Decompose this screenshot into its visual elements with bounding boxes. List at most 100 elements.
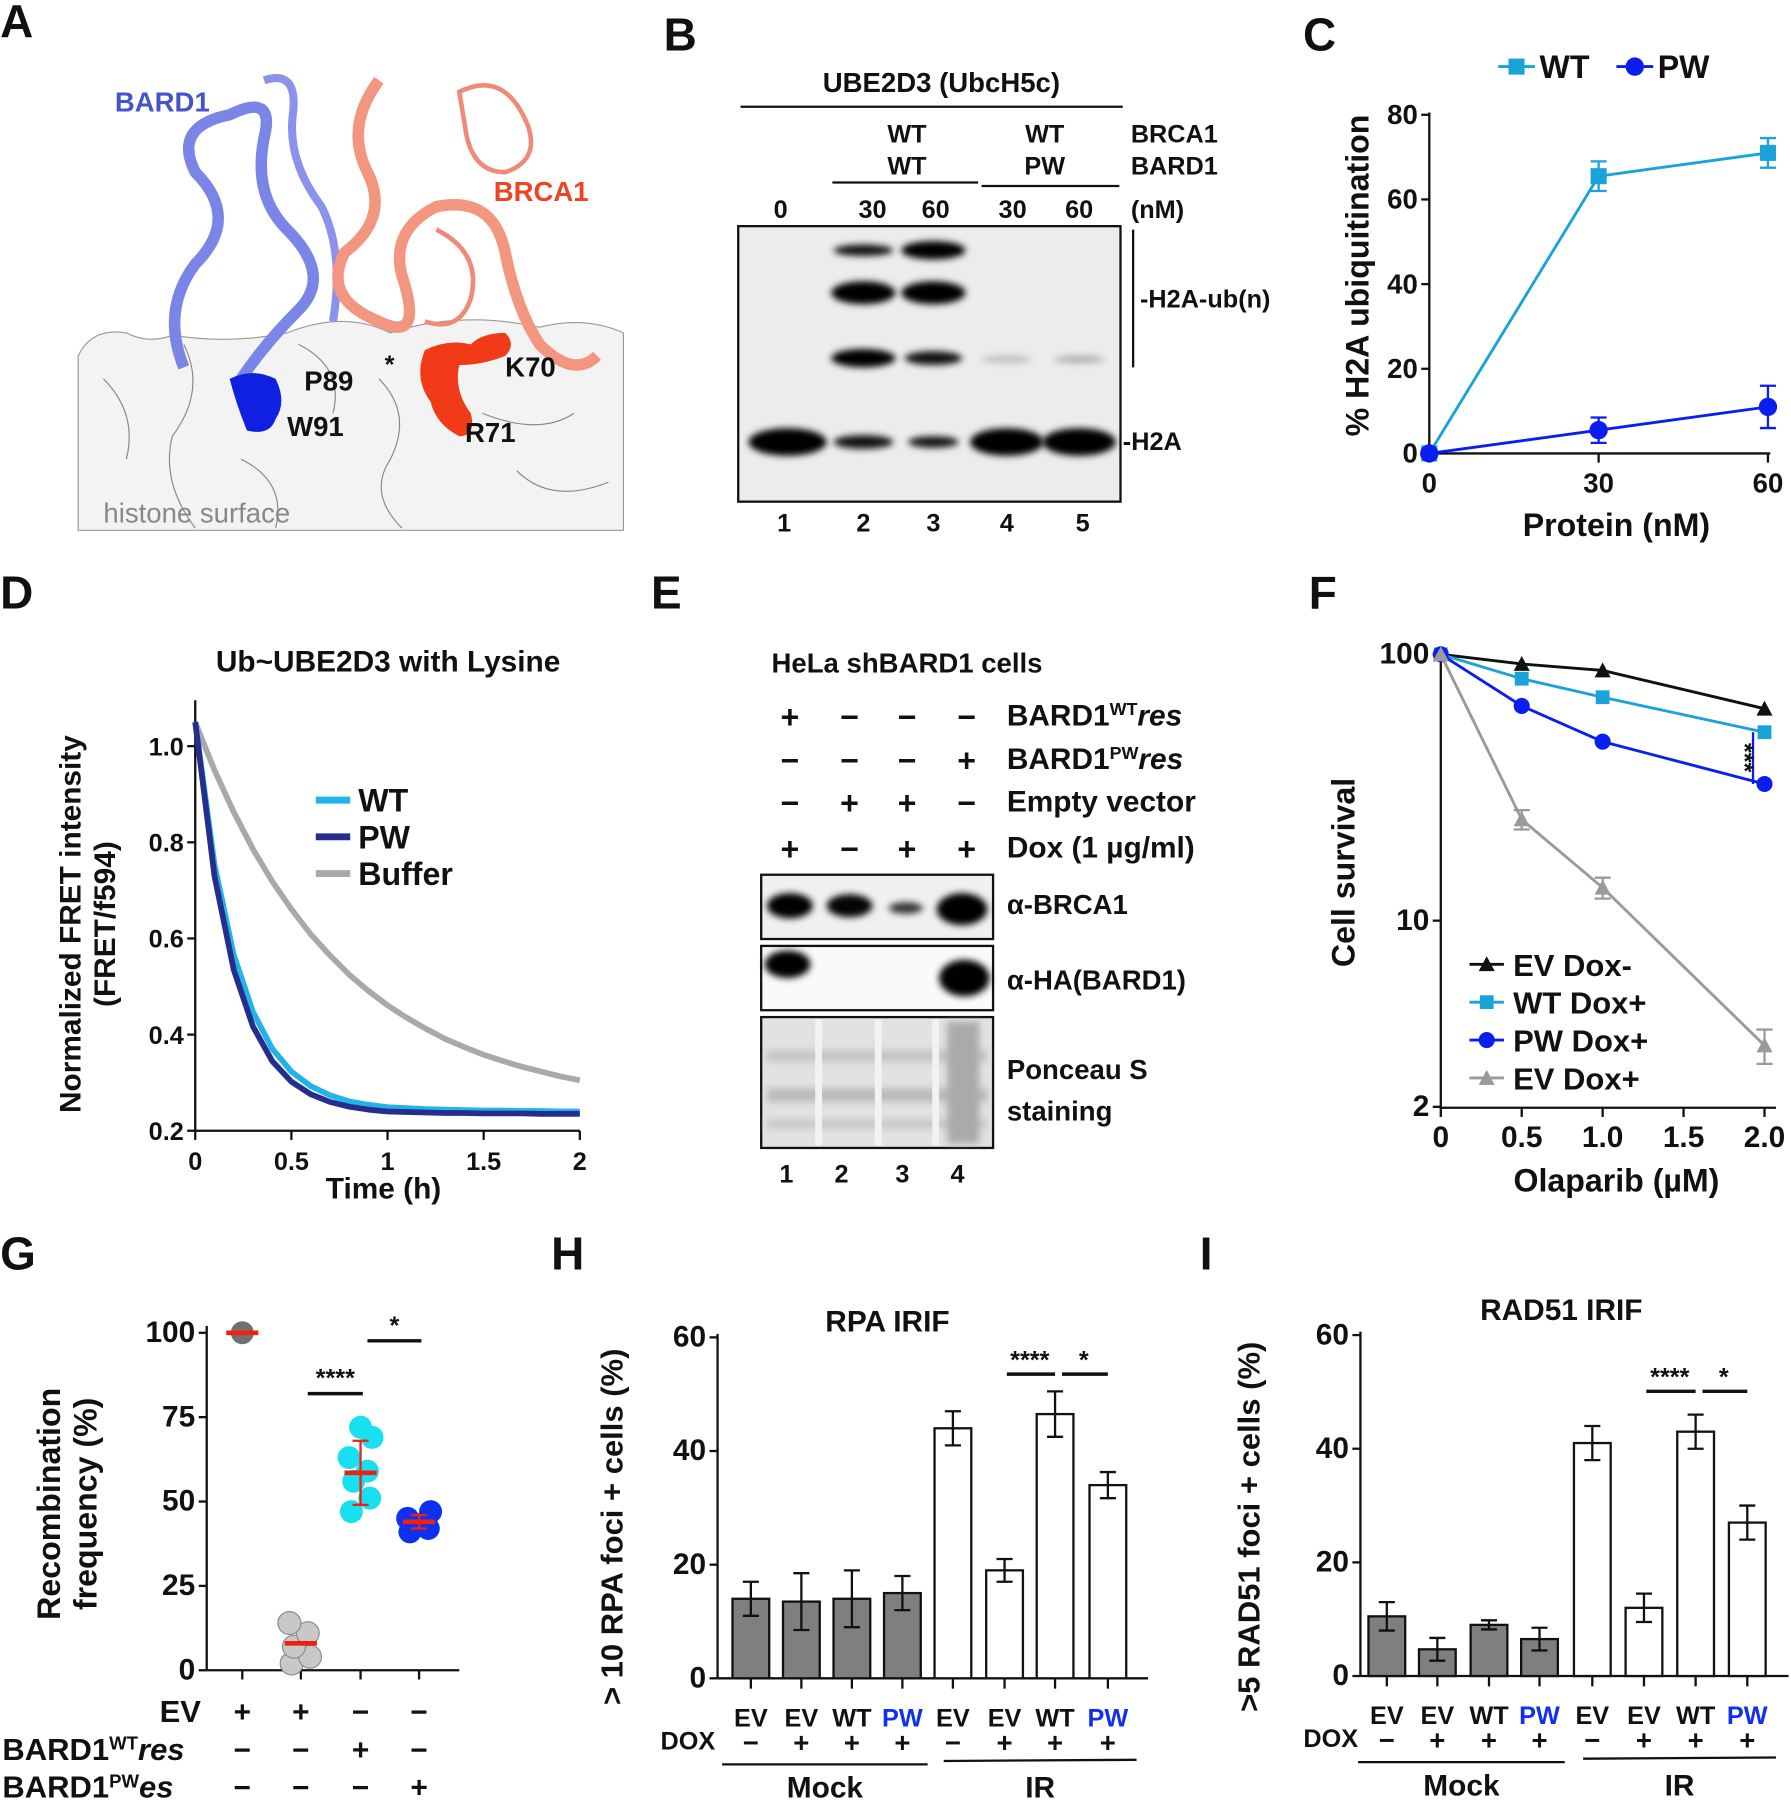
band <box>748 428 827 456</box>
bar <box>1035 1412 1075 1680</box>
y-tick-label: 0.2 <box>149 1118 184 1146</box>
y-tick-label: 80 <box>1387 99 1418 130</box>
lane-number: 1 <box>779 1160 793 1188</box>
group-line <box>943 1758 1137 1763</box>
lane-number: 2 <box>856 510 870 538</box>
data-point <box>1513 655 1530 671</box>
data-point <box>1594 733 1611 750</box>
row-label-bard1: BARD1 <box>1131 152 1218 180</box>
category-label: EV <box>734 1705 768 1733</box>
panel-label-c: C <box>1303 9 1336 61</box>
legend-marker <box>1508 58 1525 75</box>
data-point <box>1594 662 1611 678</box>
condition-sign: + <box>957 831 976 867</box>
condition-rows: + − − − BARD1WTres− − − + BARD1PWres− + + − Empty ve… <box>781 699 1197 867</box>
band <box>901 241 966 260</box>
category-label: EV <box>936 1705 970 1733</box>
r71-label: R71 <box>465 417 516 448</box>
data-point <box>1514 671 1529 686</box>
category-label: EV <box>1420 1702 1454 1730</box>
y-tick-label: 1.0 <box>149 733 184 761</box>
lane-number: 4 <box>950 1160 964 1188</box>
panel-label-i: I <box>1200 1228 1213 1280</box>
group-label: IR <box>1665 1769 1695 1800</box>
legend-label: WT Dox+ <box>1513 986 1646 1021</box>
blot-label-staining: staining <box>1007 1095 1113 1126</box>
brca1-ribbon <box>332 76 602 371</box>
blot-title: HeLa shBARD1 cells <box>772 648 1043 679</box>
band <box>831 281 896 305</box>
series-line-wt <box>192 721 580 1115</box>
x-tick-label: 1.0 <box>1582 1121 1623 1154</box>
bard1-ribbon <box>168 101 320 383</box>
chart-i: 0 20 40 60 RAD51 IRIF >5 RAD51 foci + cells (… <box>1231 1294 1789 1800</box>
significance-label: **** <box>1650 1364 1689 1392</box>
category-label: EV <box>785 1705 819 1733</box>
x-axis-label: Time (h) <box>326 1172 441 1205</box>
bar <box>1572 1441 1612 1678</box>
y-tick-label: 60 <box>1387 184 1418 215</box>
band <box>936 893 988 926</box>
condition-label-main: Dox (1 µg/ml) <box>1007 832 1195 865</box>
dox-sign: + <box>997 1727 1013 1758</box>
y-tick-label: 0 <box>689 1662 706 1695</box>
condition-sign: − <box>957 699 976 735</box>
row-label: EV <box>160 1694 202 1729</box>
significance-label: * <box>1079 1346 1089 1374</box>
bard1-residues <box>229 373 282 432</box>
data-point <box>1432 646 1449 662</box>
dox-sign: + <box>1429 1724 1445 1755</box>
condition-sign: − <box>410 1734 427 1767</box>
band <box>1042 428 1116 456</box>
blot-label-ponceau: Ponceau S <box>1007 1054 1148 1085</box>
band <box>826 894 873 918</box>
category-label: WT <box>832 1705 872 1733</box>
y-axis-label-units: frequency (%) <box>68 1398 104 1610</box>
condition-sign: − <box>840 742 859 778</box>
dox-sign: + <box>1047 1727 1063 1758</box>
condition-label-sup: PW <box>1110 743 1139 763</box>
bard1-pw-label: PW <box>1024 152 1065 180</box>
k70-label: K70 <box>505 352 556 383</box>
band <box>981 355 1033 363</box>
legend-label: EV Dox+ <box>1513 1061 1640 1096</box>
condition-sign: − <box>898 742 917 778</box>
blot-label-ha: α-HA(BARD1) <box>1007 965 1186 996</box>
series-line-buffer <box>192 721 581 1084</box>
data-point <box>337 1446 361 1470</box>
panel-label-e: E <box>651 566 682 618</box>
row-label-main: BARD1 <box>2 1770 109 1800</box>
condition-sign: − <box>234 1772 251 1800</box>
band <box>1053 355 1105 363</box>
band-label-h2a-ub: -H2A-ub(n) <box>1140 286 1270 314</box>
brca1-ribbon-loop <box>424 82 534 327</box>
x-tick-label: 1.5 <box>1663 1121 1704 1154</box>
condition-sign: + <box>898 785 917 821</box>
y-axis-label: >5 RAD51 foci + cells (%) <box>1231 1342 1266 1712</box>
y-tick-label: 0 <box>1332 1659 1349 1692</box>
condition-sign: − <box>292 1772 309 1800</box>
group-label: Mock <box>787 1772 864 1800</box>
y-tick-label: 0 <box>1402 438 1417 469</box>
bar <box>1727 1521 1767 1678</box>
condition-label-main: Empty vector <box>1007 786 1196 819</box>
condition-label: Empty vector <box>1007 786 1196 819</box>
conc-label: 0 <box>774 196 788 224</box>
y-tick-label: 0.6 <box>149 926 184 954</box>
data-point <box>1594 879 1611 895</box>
band <box>831 348 896 368</box>
condition-label: BARD1PWres <box>1007 743 1183 776</box>
dox-sign: + <box>1636 1724 1652 1755</box>
series-line <box>1439 653 1766 1047</box>
legend-marker <box>1478 1069 1495 1085</box>
blot-label-brca1: α-BRCA1 <box>1007 889 1128 920</box>
conc-label: 60 <box>922 196 950 224</box>
x-tick-label: 0.5 <box>1501 1121 1542 1154</box>
x-axis-label: Olaparib (µM) <box>1513 1163 1719 1199</box>
data-point <box>396 1506 420 1530</box>
group-line <box>1583 1756 1776 1760</box>
data-point-wt <box>1590 168 1607 185</box>
row-label-sup: PW <box>109 1770 139 1791</box>
conc-label: 30 <box>858 196 886 224</box>
dox-label: DOX <box>1303 1725 1358 1753</box>
